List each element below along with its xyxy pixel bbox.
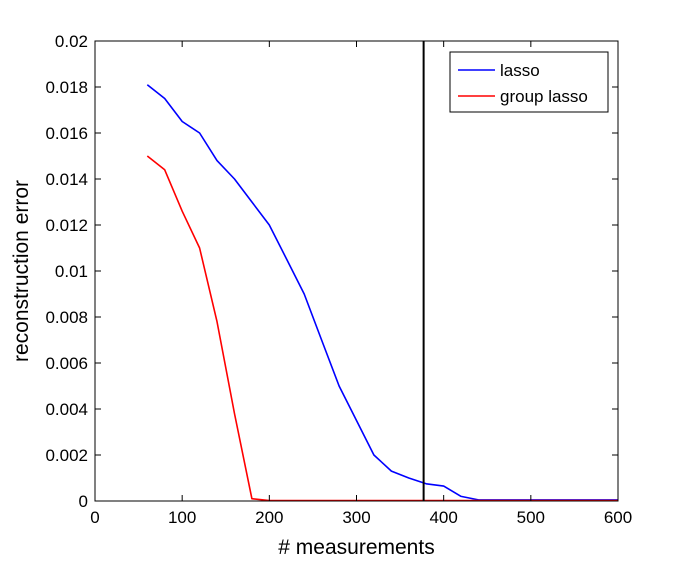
y-tick-label: 0.014 [45,170,88,189]
x-tick-label: 300 [342,508,370,527]
y-tick-label: 0.004 [45,400,88,419]
y-tick-label: 0.008 [45,308,88,327]
y-tick-label: 0 [79,492,88,511]
y-tick-label: 0.006 [45,354,88,373]
plot-area [95,41,618,501]
x-tick-label: 400 [429,508,457,527]
legend-label-2: group lasso [500,87,588,106]
y-tick-label: 0.01 [55,262,88,281]
y-axis-label: reconstruction error [10,180,33,362]
legend-label-1: lasso [500,61,540,80]
x-tick-label: 200 [255,508,283,527]
legend: lasso group lasso [449,51,609,113]
y-tick-label: 0.002 [45,446,88,465]
y-tick-label: 0.018 [45,78,88,97]
x-tick-label: 100 [168,508,196,527]
ticks-layer: 0 100 200 300 400 500 600 0 0.002 0.004 0.006 0.008… [45,32,632,527]
x-tick-label: 500 [517,508,545,527]
y-tick-label: 0.016 [45,124,88,143]
y-tick-label: 0.012 [45,216,88,235]
plot-background [95,41,618,501]
y-tick-label: 0.02 [55,32,88,51]
x-axis-label: # measurements [278,536,434,559]
x-tick-label: 600 [604,508,632,527]
legend-box [449,51,609,113]
x-tick-label: 0 [90,508,99,527]
